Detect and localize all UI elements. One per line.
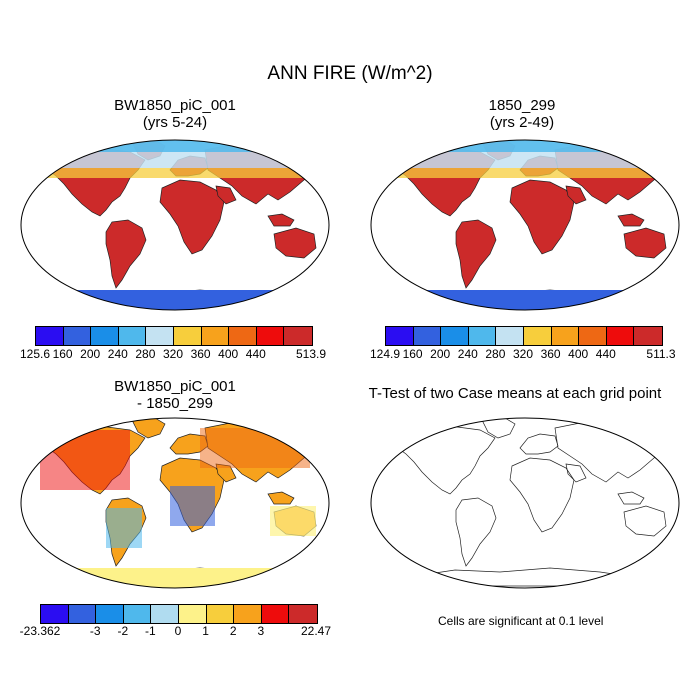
- colorbar-tick-label: -1: [145, 624, 156, 638]
- colorbar-swatch: [551, 327, 580, 345]
- colorbar-tick-label: 280: [135, 347, 156, 361]
- colorbar-tick-label: 440: [595, 347, 616, 361]
- colorbar-tick-label: 0: [174, 624, 182, 638]
- colorbar-swatch: [118, 327, 147, 345]
- panel-title-line2: (yrs 5-24): [142, 114, 208, 131]
- colorbar-swatch: [173, 327, 202, 345]
- colorbar-tick-label: 280: [485, 347, 506, 361]
- colorbar-tick-label: 1: [202, 624, 209, 638]
- colorbar-swatch: [91, 327, 119, 345]
- map-top-left: [20, 139, 330, 311]
- figure-title: ANN FIRE (W/m^2): [267, 63, 433, 84]
- colorbar-swatch: [413, 327, 442, 345]
- colorbar-tick-label: 160: [402, 347, 423, 361]
- colorbar-tick-label: 3: [257, 624, 265, 638]
- panel-title-line2: - 1850_299: [137, 395, 213, 412]
- colorbar-swatch: [151, 605, 179, 623]
- colorbar-swatch: [261, 605, 290, 623]
- colorbar-tick-label: 240: [457, 347, 478, 361]
- colorbar-swatch: [123, 605, 152, 623]
- panel-title-line1: 1850_299: [488, 97, 556, 114]
- colorbar-tick-label: 200: [80, 347, 101, 361]
- colorbar-swatch: [289, 605, 317, 623]
- colorbar-bottom-left: [40, 604, 318, 624]
- colorbar-swatch: [41, 605, 69, 623]
- colorbar-top-left-labels: 125.6 160 200 240 280 320 360 400 440 513.9: [20, 347, 326, 363]
- colorbar-tick-label: -2: [117, 624, 129, 638]
- colorbar-swatch: [256, 327, 285, 345]
- colorbar-tick-label: 513.9: [295, 347, 327, 361]
- panel-title-line1: T-Test of two Case means at each grid po…: [368, 385, 662, 402]
- colorbar-tick-label: 125.6: [19, 347, 51, 361]
- significance-note: Cells are significant at 0.1 level: [438, 614, 604, 628]
- colorbar-swatch: [468, 327, 497, 345]
- colorbar-swatch: [36, 327, 64, 345]
- colorbar-swatch: [284, 327, 312, 345]
- colorbar-swatch: [63, 327, 92, 345]
- colorbar-tick-label: 22.47: [300, 624, 332, 638]
- colorbar-swatch: [201, 327, 230, 345]
- colorbar-swatch: [229, 327, 257, 345]
- panel-title-line2: (yrs 2-49): [489, 114, 555, 131]
- colorbar-swatch: [206, 605, 235, 623]
- colorbar-top-right: [385, 326, 663, 346]
- colorbar-tick-label: -3: [89, 624, 101, 638]
- colorbar-tick-label: 240: [107, 347, 128, 361]
- colorbar-top-left: [35, 326, 313, 346]
- colorbar-swatch: [523, 327, 552, 345]
- colorbar-swatch: [96, 605, 124, 623]
- map-top-right: [370, 139, 680, 311]
- colorbar-swatch: [234, 605, 262, 623]
- colorbar-tick-label: 200: [430, 347, 451, 361]
- colorbar-tick-label: 360: [190, 347, 211, 361]
- colorbar-tick-label: 440: [245, 347, 266, 361]
- panel-title-bottom-right: T-Test of two Case means at each grid po…: [340, 385, 690, 402]
- colorbar-swatch: [496, 327, 524, 345]
- map-bottom-left: [20, 417, 330, 589]
- colorbar-tick-label: 2: [229, 624, 237, 638]
- colorbar-swatch: [68, 605, 97, 623]
- panel-title-line1: BW1850_piC_001: [114, 378, 236, 395]
- colorbar-swatch: [178, 605, 207, 623]
- colorbar-tick-label: 320: [162, 347, 184, 361]
- colorbar-swatch: [386, 327, 414, 345]
- panel-title-bottom-left: BW1850_piC_001 - 1850_299: [40, 378, 310, 412]
- colorbar-tick-label: 400: [218, 347, 239, 361]
- colorbar-tick-label: 160: [52, 347, 73, 361]
- colorbar-swatch: [606, 327, 635, 345]
- colorbar-tick-label: 124.9: [369, 347, 401, 361]
- colorbar-tick-label: 320: [512, 347, 534, 361]
- colorbar-tick-label: 511.3: [646, 347, 676, 361]
- colorbar-tick-label: -23.362: [19, 624, 61, 638]
- colorbar-swatch: [634, 327, 662, 345]
- panel-title-line1: BW1850_piC_001: [114, 97, 236, 114]
- colorbar-tick-label: 400: [568, 347, 589, 361]
- colorbar-swatch: [579, 327, 607, 345]
- map-bottom-right: [370, 417, 680, 589]
- panel-title-top-right: 1850_299 (yrs 2-49): [387, 97, 657, 131]
- colorbar-top-right-labels: 124.9 160 200 240 280 320 360 400 440 511.3: [370, 347, 676, 363]
- colorbar-swatch: [146, 327, 174, 345]
- panel-title-top-left: BW1850_piC_001 (yrs 5-24): [40, 97, 310, 131]
- colorbar-bottom-left-labels: -23.362 -3 -2 -1 0 1 2 3 22.47: [20, 624, 331, 640]
- colorbar-tick-label: 360: [540, 347, 561, 361]
- colorbar-swatch: [441, 327, 469, 345]
